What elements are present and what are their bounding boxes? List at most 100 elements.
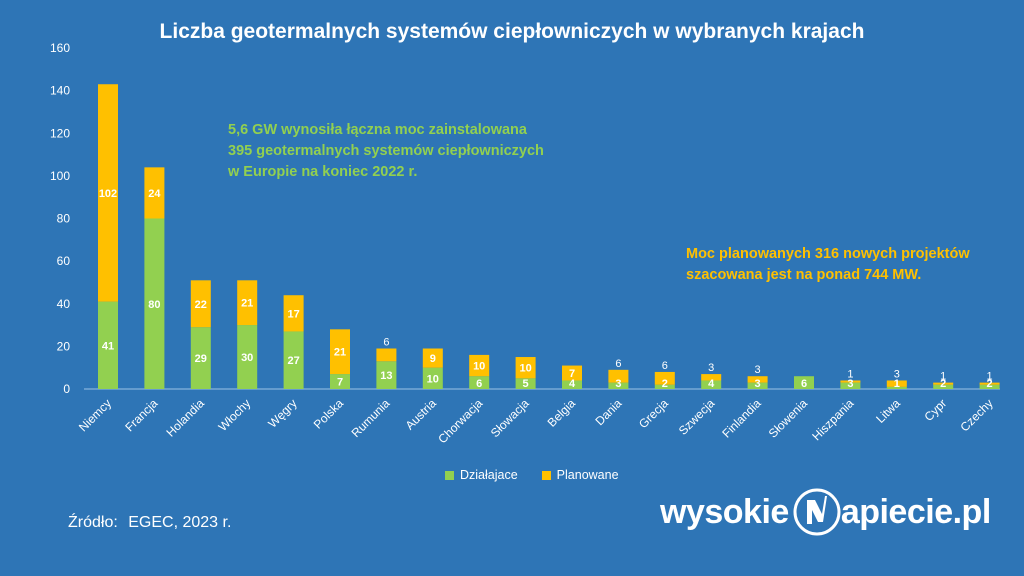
value-label-planowane: 1 [847, 368, 853, 380]
bar-dzialajace [701, 380, 722, 389]
brand-text-left: wysokie [660, 492, 789, 531]
value-label-dzialajace: 4 [708, 378, 715, 390]
bar-planowane [933, 382, 954, 385]
bar-planowane [886, 380, 907, 387]
category-label: Francja [122, 396, 160, 434]
bar-planowane [237, 280, 258, 326]
category-label: Belgia [545, 396, 579, 430]
value-label-dzialajace: 1 [894, 378, 900, 390]
source-label: Źródło: [68, 514, 118, 531]
bar-dzialajace [562, 380, 582, 389]
category-label: Austria [403, 396, 440, 433]
category-label: Czechy [958, 396, 996, 434]
value-label-planowane: 10 [519, 363, 531, 375]
value-label-dzialajace: 6 [801, 378, 807, 390]
note-line: w Europie na koniec 2022 r. [228, 164, 418, 180]
brand-text-right: apiecie.pl [840, 492, 991, 531]
bar-planowane [840, 380, 861, 383]
value-label-dzialajace: 3 [755, 378, 761, 390]
bar-dzialajace [933, 384, 954, 389]
value-label-planowane: 22 [195, 299, 207, 311]
category-label: Holandia [164, 396, 208, 440]
value-label-planowane: 6 [383, 337, 389, 349]
bar-dzialajace [886, 386, 907, 389]
category-label: Cypr [922, 396, 950, 424]
value-label-planowane: 7 [569, 368, 575, 380]
brand-logo: wysokie apiecie.pl [660, 486, 991, 538]
value-label-planowane: 21 [334, 347, 346, 359]
value-label-dzialajace: 2 [662, 378, 668, 390]
bar-dzialajace [654, 384, 675, 389]
category-label: Szwecja [676, 396, 718, 438]
bar-planowane [330, 329, 350, 375]
bar-planowane [608, 369, 629, 383]
source-note: Źródło: EGEC, 2023 r. [68, 514, 237, 532]
bar-planowane [747, 376, 768, 383]
category-label: Hiszpania [809, 396, 856, 443]
category-label: Włochy [216, 396, 254, 434]
bar-dzialajace [515, 378, 536, 389]
value-label-planowane: 3 [755, 364, 761, 376]
legend-swatch-dzialajace [445, 470, 454, 480]
note-line: 395 geotermalnych systemów ciepłowniczyc… [228, 143, 544, 159]
legend-label: Planowane [556, 468, 619, 482]
y-tick-label: 20 [57, 339, 71, 353]
category-label: Węgry [265, 396, 299, 430]
note-line: 5,6 GW wynosiła łączna moc zainstalowana [228, 122, 527, 138]
chart-title: Liczba geotermalnych systemów ciepłownic… [159, 20, 865, 43]
value-label-dzialajace: 80 [148, 299, 160, 311]
legend-swatch-planowane [541, 470, 551, 480]
value-label-dzialajace: 3 [847, 378, 853, 390]
value-label-planowane: 1 [987, 371, 993, 383]
category-label: Grecja [636, 396, 671, 431]
bar-dzialajace [747, 382, 768, 389]
value-label-dzialajace: 13 [380, 370, 392, 382]
bar-planowane [469, 354, 490, 377]
value-label-dzialajace: 3 [615, 378, 621, 390]
value-label-planowane: 6 [615, 358, 621, 370]
bar-dzialajace [190, 327, 211, 389]
bar-planowane [144, 167, 165, 219]
category-label: Finlandia [719, 396, 764, 441]
category-label: Słowenia [766, 396, 811, 441]
y-tick-label: 80 [57, 212, 71, 226]
bar-planowane [190, 280, 211, 328]
bar-dzialajace [608, 382, 629, 389]
bar-dzialajace [376, 361, 397, 389]
bar-planowane [422, 348, 443, 368]
bar-planowane [283, 295, 304, 332]
bar-planowane [979, 382, 1000, 385]
bar-planowane [98, 84, 118, 302]
bar-dzialajace [144, 218, 165, 389]
value-label-planowane: 3 [894, 368, 900, 380]
value-label-planowane: 17 [287, 308, 299, 320]
bar-dzialajace [469, 376, 490, 389]
y-tick-label: 100 [50, 169, 70, 183]
value-label-planowane: 9 [430, 353, 436, 365]
value-label-planowane: 10 [473, 361, 485, 373]
y-tick-label: 0 [63, 382, 70, 396]
value-label-dzialajace: 2 [987, 378, 993, 390]
y-tick-label: 60 [57, 254, 71, 268]
bar-dzialajace [422, 367, 443, 389]
value-label-planowane: 24 [148, 188, 161, 200]
legend-label: Działajace [460, 468, 518, 482]
bar-dzialajace [979, 384, 1000, 389]
value-label-dzialajace: 27 [287, 355, 299, 367]
value-label-dzialajace: 2 [940, 378, 946, 390]
category-label: Rumunia [349, 396, 393, 440]
bar-planowane [515, 357, 536, 379]
installed-capacity-note: 5,6 GW wynosiła łączna moc zainstalowana… [228, 120, 544, 183]
source-text: EGEC, 2023 r. [128, 514, 232, 531]
value-label-dzialajace: 6 [476, 378, 482, 390]
value-label-dzialajace: 5 [523, 378, 529, 390]
category-label: Niemcy [76, 396, 114, 434]
category-label: Dania [592, 396, 624, 428]
bar-planowane [654, 371, 675, 385]
note-line: Moc planowanych 316 nowych projektów [686, 246, 970, 262]
category-label: Słowacja [488, 396, 532, 440]
value-label-dzialajace: 29 [195, 353, 207, 365]
y-tick-label: 120 [50, 126, 70, 140]
